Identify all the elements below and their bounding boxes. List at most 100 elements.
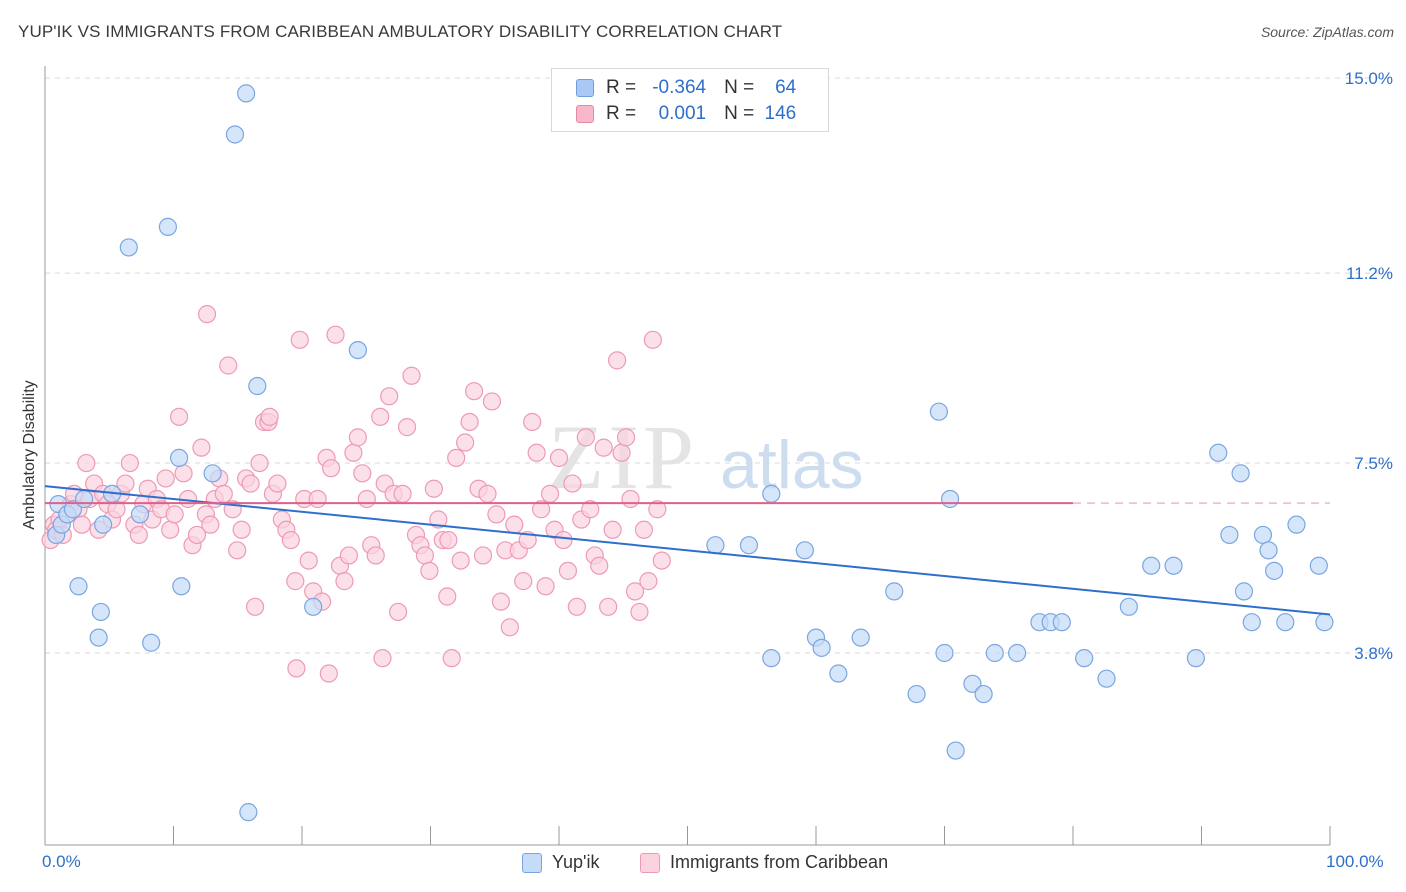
- data-point[interactable]: [174, 464, 193, 483]
- data-point[interactable]: [514, 572, 533, 591]
- data-point[interactable]: [201, 515, 220, 534]
- data-point[interactable]: [1234, 582, 1254, 601]
- data-point[interactable]: [169, 407, 189, 426]
- data-point[interactable]: [366, 546, 385, 565]
- data-point[interactable]: [348, 340, 367, 360]
- data-point[interactable]: [250, 453, 269, 473]
- data-point[interactable]: [536, 577, 555, 596]
- data-point[interactable]: [500, 618, 519, 637]
- data-point[interactable]: [424, 479, 443, 498]
- data-point[interactable]: [581, 500, 600, 519]
- data-point[interactable]: [885, 582, 904, 601]
- data-point[interactable]: [344, 443, 363, 462]
- data-point[interactable]: [129, 525, 148, 545]
- data-point[interactable]: [348, 428, 367, 447]
- data-point[interactable]: [518, 530, 537, 550]
- data-point[interactable]: [1097, 669, 1116, 688]
- data-point[interactable]: [299, 551, 318, 570]
- data-point[interactable]: [203, 464, 222, 483]
- data-point[interactable]: [1142, 556, 1161, 575]
- data-point[interactable]: [464, 382, 484, 401]
- data-point[interactable]: [219, 356, 238, 375]
- data-point[interactable]: [946, 741, 965, 760]
- data-point[interactable]: [482, 392, 502, 411]
- legend-item-caribbean[interactable]: Immigrants from Caribbean: [640, 852, 888, 873]
- data-point[interactable]: [232, 520, 251, 539]
- data-point[interactable]: [1008, 643, 1027, 663]
- data-point[interactable]: [89, 628, 108, 647]
- data-point[interactable]: [594, 438, 613, 457]
- data-point[interactable]: [415, 546, 435, 565]
- data-point[interactable]: [639, 572, 658, 591]
- data-point[interactable]: [612, 443, 631, 462]
- data-point[interactable]: [487, 505, 506, 524]
- data-point[interactable]: [1220, 525, 1239, 545]
- data-point[interactable]: [187, 525, 207, 545]
- data-point[interactable]: [281, 530, 300, 550]
- data-point[interactable]: [172, 577, 191, 596]
- data-point[interactable]: [286, 572, 305, 591]
- data-point[interactable]: [239, 803, 258, 822]
- data-point[interactable]: [241, 474, 260, 493]
- data-point[interactable]: [161, 520, 180, 539]
- data-point[interactable]: [1052, 613, 1071, 632]
- data-point[interactable]: [974, 684, 993, 704]
- data-point[interactable]: [165, 505, 184, 524]
- data-point[interactable]: [1276, 613, 1295, 632]
- data-point[interactable]: [319, 664, 338, 683]
- data-point[interactable]: [1315, 613, 1334, 632]
- data-point[interactable]: [795, 541, 814, 560]
- data-point[interactable]: [554, 530, 573, 550]
- data-point[interactable]: [523, 412, 542, 432]
- data-point[interactable]: [304, 597, 323, 616]
- data-point[interactable]: [420, 561, 439, 580]
- data-point[interactable]: [1253, 525, 1273, 545]
- data-point[interactable]: [94, 515, 113, 534]
- data-point[interactable]: [1231, 464, 1250, 483]
- data-point[interactable]: [1287, 515, 1306, 534]
- data-point[interactable]: [603, 520, 622, 539]
- data-point[interactable]: [91, 602, 110, 622]
- data-point[interactable]: [456, 433, 475, 452]
- data-point[interactable]: [287, 659, 306, 678]
- data-point[interactable]: [119, 238, 138, 257]
- data-point[interactable]: [339, 546, 359, 565]
- data-point[interactable]: [762, 484, 781, 503]
- data-point[interactable]: [192, 438, 211, 457]
- data-point[interactable]: [158, 217, 178, 236]
- data-point[interactable]: [290, 330, 309, 349]
- data-point[interactable]: [478, 484, 497, 503]
- data-point[interactable]: [812, 638, 831, 657]
- data-point[interactable]: [335, 572, 354, 591]
- data-point[interactable]: [197, 305, 217, 324]
- data-point[interactable]: [625, 582, 645, 601]
- data-point[interactable]: [1309, 556, 1328, 575]
- data-point[interactable]: [706, 536, 725, 555]
- data-point[interactable]: [388, 602, 408, 622]
- data-point[interactable]: [762, 649, 781, 668]
- data-point[interactable]: [130, 505, 150, 524]
- data-point[interactable]: [634, 520, 654, 539]
- data-point[interactable]: [214, 484, 233, 503]
- data-point[interactable]: [248, 376, 267, 396]
- data-point[interactable]: [527, 443, 546, 462]
- data-point[interactable]: [397, 418, 417, 437]
- data-point[interactable]: [616, 428, 636, 447]
- data-point[interactable]: [576, 428, 595, 447]
- data-point[interactable]: [739, 536, 759, 555]
- data-point[interactable]: [1209, 443, 1228, 462]
- data-point[interactable]: [505, 515, 524, 534]
- data-point[interactable]: [599, 597, 618, 616]
- data-point[interactable]: [402, 366, 421, 385]
- data-point[interactable]: [245, 597, 265, 616]
- data-point[interactable]: [985, 643, 1004, 663]
- data-point[interactable]: [326, 325, 345, 344]
- data-point[interactable]: [563, 474, 582, 493]
- data-point[interactable]: [156, 469, 175, 488]
- data-point[interactable]: [439, 530, 458, 550]
- data-point[interactable]: [1259, 541, 1278, 560]
- data-point[interactable]: [621, 489, 640, 509]
- data-point[interactable]: [1242, 613, 1261, 632]
- data-point[interactable]: [1075, 649, 1094, 668]
- data-point[interactable]: [75, 489, 94, 509]
